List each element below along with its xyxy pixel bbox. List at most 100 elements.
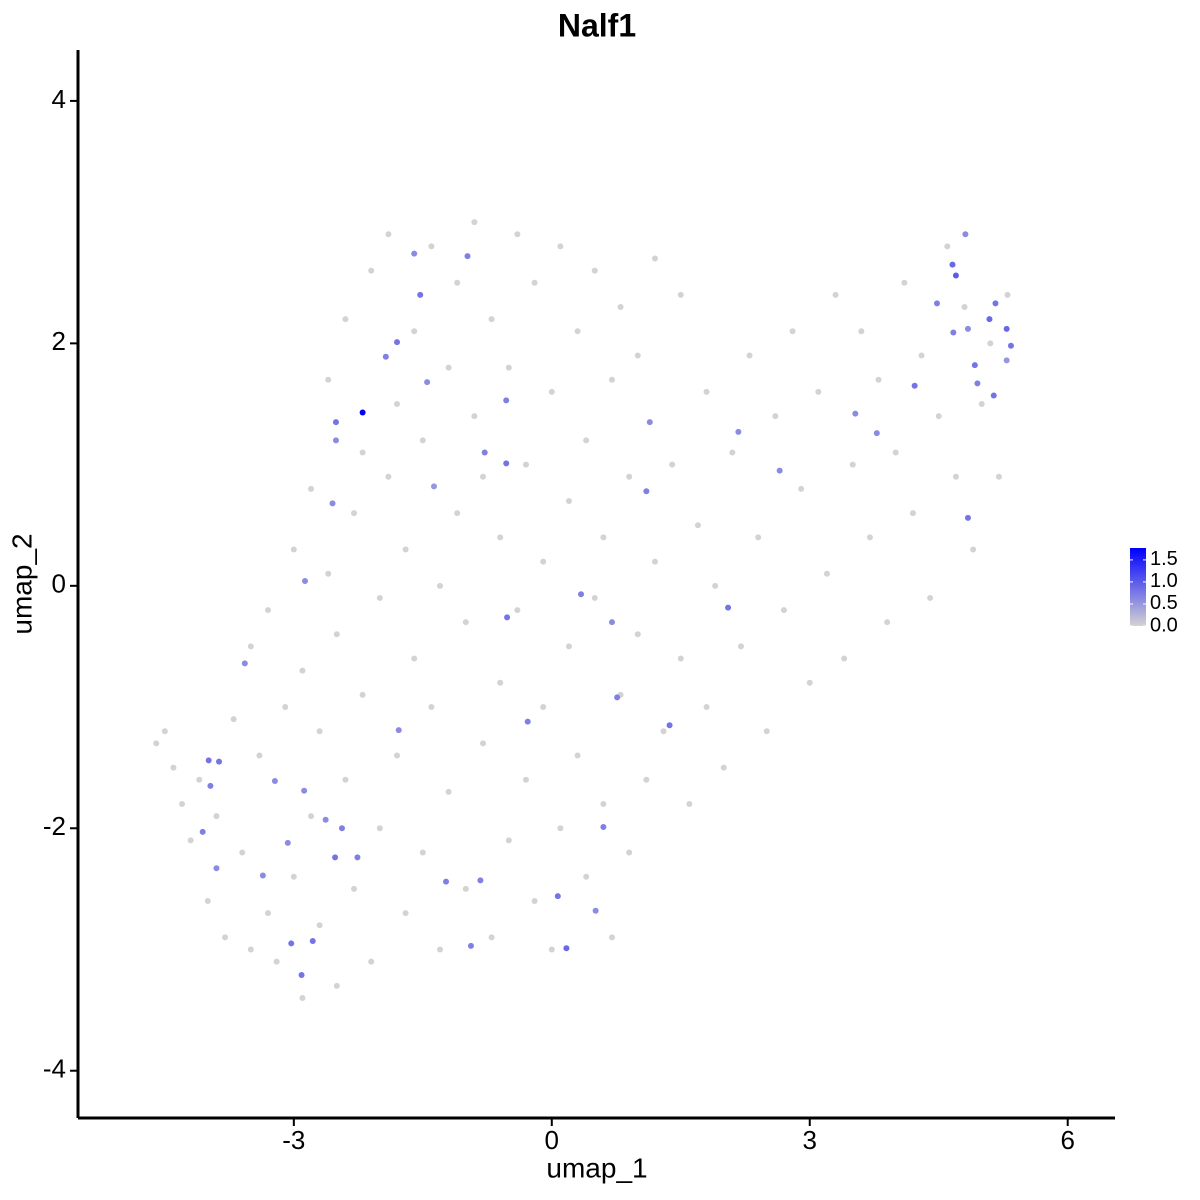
point — [419, 437, 426, 444]
point — [207, 782, 214, 789]
point — [522, 776, 529, 783]
point — [600, 801, 607, 808]
y-tick-label: 2 — [52, 326, 66, 356]
point — [514, 231, 521, 238]
point — [417, 291, 424, 298]
point — [600, 534, 607, 541]
point — [301, 787, 308, 794]
point — [322, 816, 329, 823]
point — [548, 388, 555, 395]
point — [918, 352, 925, 359]
point — [471, 413, 478, 420]
point — [873, 430, 880, 437]
point — [554, 893, 561, 900]
point — [239, 849, 246, 856]
point — [497, 679, 504, 686]
point — [216, 758, 223, 765]
point — [368, 958, 375, 965]
colorbar-label: 0.5 — [1150, 592, 1178, 614]
point — [660, 728, 667, 735]
point — [986, 316, 993, 323]
point — [1004, 291, 1011, 298]
point — [583, 437, 590, 444]
point — [394, 400, 401, 407]
point — [359, 409, 366, 416]
point — [443, 878, 450, 885]
point — [626, 849, 633, 856]
point — [669, 461, 676, 468]
point — [488, 316, 495, 323]
point — [964, 325, 971, 332]
point — [332, 419, 339, 426]
point — [332, 854, 339, 861]
point — [911, 382, 918, 389]
point — [464, 253, 471, 260]
point — [503, 460, 510, 467]
point — [746, 352, 753, 359]
point — [385, 473, 392, 480]
point — [308, 813, 315, 820]
point — [608, 376, 615, 383]
point — [430, 483, 437, 490]
point — [806, 679, 813, 686]
point — [600, 824, 607, 831]
x-tick-label: -3 — [282, 1125, 305, 1155]
point — [634, 352, 641, 359]
point — [677, 291, 684, 298]
point — [737, 643, 744, 650]
point — [332, 437, 339, 444]
point — [196, 776, 203, 783]
point — [503, 397, 510, 404]
point — [927, 594, 934, 601]
point — [987, 340, 994, 347]
point — [725, 604, 732, 611]
point — [557, 243, 564, 250]
point — [419, 849, 426, 856]
point — [524, 718, 531, 725]
point — [995, 473, 1002, 480]
point — [962, 231, 969, 238]
point — [368, 267, 375, 274]
y-tick-label: -2 — [43, 811, 66, 841]
point — [643, 488, 650, 495]
point — [763, 728, 770, 735]
y-axis-label: umap_2 — [6, 533, 37, 634]
point — [161, 728, 168, 735]
point — [1003, 325, 1010, 332]
point — [531, 898, 538, 905]
point — [841, 655, 848, 662]
point — [428, 243, 435, 250]
point — [354, 854, 361, 861]
point — [974, 380, 981, 387]
point — [952, 473, 959, 480]
point — [333, 982, 340, 989]
point — [170, 764, 177, 771]
y-tick-label: 4 — [52, 84, 66, 114]
point — [290, 546, 297, 553]
point — [299, 667, 306, 674]
point — [643, 776, 650, 783]
x-tick-label: 3 — [803, 1125, 817, 1155]
point — [187, 837, 194, 844]
point — [735, 428, 742, 435]
point — [462, 619, 469, 626]
point — [273, 958, 280, 965]
point — [626, 473, 633, 480]
point — [298, 971, 305, 978]
point — [497, 534, 504, 541]
point — [411, 655, 418, 662]
point — [222, 934, 229, 941]
point — [316, 922, 323, 929]
point — [634, 631, 641, 638]
point — [454, 510, 461, 517]
point — [694, 522, 701, 529]
point — [247, 643, 254, 650]
point — [256, 752, 263, 759]
point — [284, 839, 291, 846]
point — [342, 316, 349, 323]
x-axis-label: umap_1 — [546, 1152, 647, 1183]
point — [213, 813, 220, 820]
point — [563, 945, 570, 952]
point — [522, 461, 529, 468]
point — [592, 907, 599, 914]
